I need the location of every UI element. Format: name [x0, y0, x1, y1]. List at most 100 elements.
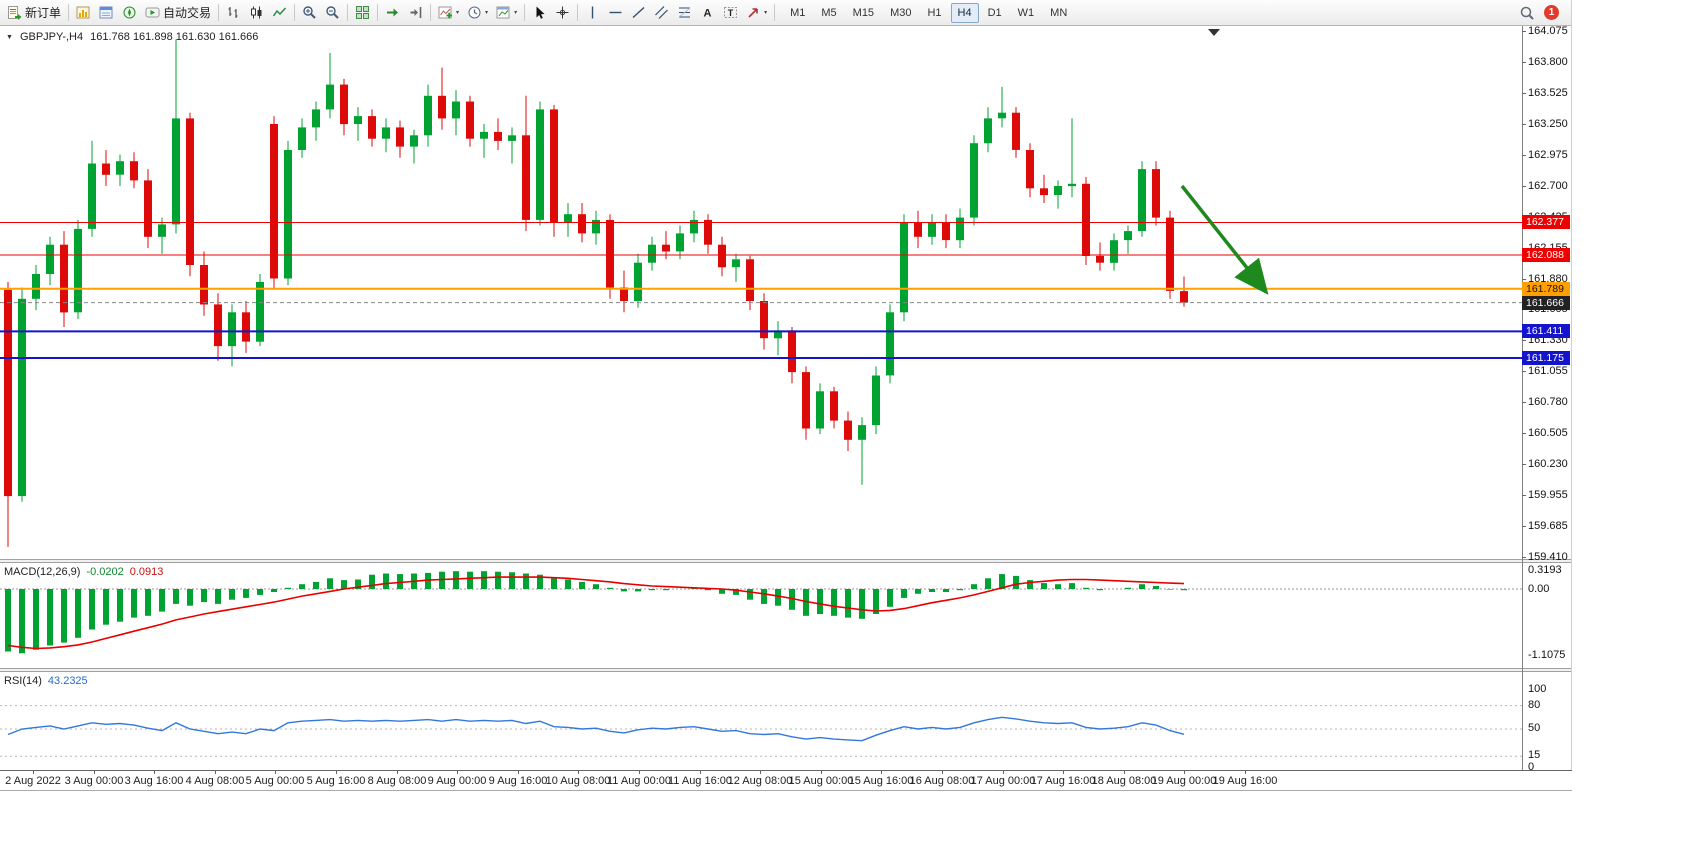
text-label-icon: T	[724, 7, 738, 18]
panel-separator[interactable]	[0, 559, 1572, 563]
time-axis-label: 12 Aug 08:00	[727, 775, 793, 787]
rsi-axis-label: 100	[1528, 683, 1547, 695]
price-axis-label: 159.685	[1528, 520, 1568, 532]
time-axis-tick	[1184, 771, 1185, 774]
price-axis-label: 164.075	[1528, 25, 1568, 37]
zoom-out-button[interactable]	[321, 2, 344, 23]
crosshair-button[interactable]	[551, 2, 574, 23]
timeframe-m1-button[interactable]: M1	[790, 6, 806, 19]
price-axis-tick	[1522, 340, 1526, 341]
market-watch-button[interactable]	[72, 2, 95, 23]
time-axis-label: 17 Aug 16:00	[1030, 775, 1096, 787]
tile-windows-icon	[356, 6, 370, 19]
macd-panel[interactable]	[0, 563, 1522, 668]
price-axis-tick	[1522, 371, 1526, 372]
auto-scroll-button[interactable]	[381, 2, 404, 23]
timeframe-m15-button[interactable]: M15	[852, 6, 875, 19]
timeframe-d1-button[interactable]: D1	[987, 6, 1002, 19]
price-line-tag[interactable]: 162.088	[1522, 248, 1570, 262]
time-scale[interactable]: 2 Aug 2022 3 Aug 00:00 3 Aug 16:00 4 Aug 08…	[0, 770, 1572, 791]
time-axis-label: 15 Aug 00:00	[788, 775, 854, 787]
time-axis-tick	[1124, 771, 1125, 774]
notification-badge[interactable]: 1	[1544, 5, 1559, 20]
timeframe-m5-button[interactable]: M5	[821, 6, 837, 19]
time-axis-label: 2 Aug 2022	[5, 775, 61, 787]
text-icon: A	[704, 8, 712, 20]
chart-shift-button[interactable]	[404, 2, 427, 23]
horizontal-line-tool-button[interactable]	[604, 2, 627, 23]
timeframe-mn-button[interactable]: MN	[1050, 6, 1068, 19]
time-axis-label: 4 Aug 08:00	[185, 775, 245, 787]
trendline-tool-button[interactable]	[627, 2, 650, 23]
price-axis-label: 162.975	[1528, 149, 1568, 161]
new-order-button[interactable]: 新订单	[3, 2, 65, 23]
toolbar-separator	[218, 4, 220, 21]
one-click-trading-toggle-icon[interactable]: ▼	[6, 33, 13, 41]
data-window-button[interactable]	[95, 2, 118, 23]
bar-chart-button[interactable]	[222, 2, 245, 23]
toolbar-separator	[68, 4, 70, 21]
price-axis-tick	[1522, 464, 1526, 465]
time-axis-label: 17 Aug 00:00	[970, 775, 1036, 787]
trend-arrow-annotation	[1180, 184, 1269, 295]
price-line-tag[interactable]: 161.411	[1522, 324, 1570, 338]
price-scale[interactable]: 164.075 163.800 163.525 163.250 162.975 162.7…	[1522, 0, 1571, 791]
price-line-tag[interactable]: 161.175	[1522, 351, 1570, 365]
time-axis-tick	[881, 771, 882, 774]
time-axis-tick	[336, 771, 337, 774]
periods-button[interactable]: ▾	[463, 2, 492, 23]
text-label-tool-button[interactable]: T	[719, 2, 742, 23]
templates-button[interactable]: ▾	[492, 2, 521, 23]
trendline-icon	[632, 6, 645, 19]
macd-axis-label: 0.00	[1528, 583, 1550, 595]
price-axis-tick	[1522, 186, 1526, 187]
macd-axis-label: -1.1075	[1528, 649, 1566, 661]
channel-tool-button[interactable]	[650, 2, 673, 23]
time-axis-tick	[154, 771, 155, 774]
price-axis-tick	[1522, 402, 1526, 403]
search-button[interactable]	[1515, 2, 1539, 23]
new-order-icon	[7, 5, 22, 20]
chart-shift-marker-icon	[1208, 29, 1220, 36]
autotrading-button[interactable]: 自动交易	[141, 2, 215, 23]
timeframe-h1-button[interactable]: H1	[927, 6, 942, 19]
bar-chart-icon	[228, 7, 238, 18]
price-axis-label: 160.505	[1528, 427, 1568, 439]
cursor-arrow-icon	[536, 6, 545, 19]
candlestick-chart-icon	[251, 6, 262, 19]
rsi-value: 43.2325	[47, 675, 88, 687]
toolbar-separator	[430, 4, 432, 21]
toolbar-separator	[774, 4, 776, 21]
price-axis-tick	[1522, 62, 1526, 63]
autotrading-label: 自动交易	[163, 6, 212, 20]
navigator-button[interactable]	[118, 2, 141, 23]
candlestick-chart-button[interactable]	[245, 2, 268, 23]
rsi-panel[interactable]	[0, 672, 1522, 770]
price-line-tag[interactable]: 161.666	[1522, 296, 1570, 310]
time-axis-label: 3 Aug 16:00	[124, 775, 184, 787]
time-axis-tick	[1063, 771, 1064, 774]
main-chart[interactable]	[0, 26, 1522, 559]
time-axis-tick	[457, 771, 458, 774]
cursor-button[interactable]	[528, 2, 551, 23]
price-line-tag[interactable]: 161.789	[1522, 282, 1570, 296]
time-axis-label: 11 Aug 00:00	[606, 775, 672, 787]
indicators-button[interactable]: ▾	[434, 2, 463, 23]
zoom-in-button[interactable]	[298, 2, 321, 23]
text-tool-button[interactable]: A	[696, 2, 719, 23]
time-axis-tick	[1003, 771, 1004, 774]
arrows-icon	[748, 8, 758, 18]
price-line-tag[interactable]: 162.377	[1522, 215, 1570, 229]
tile-windows-button[interactable]	[351, 2, 374, 23]
timeframe-m30-button[interactable]: M30	[890, 6, 912, 19]
panel-separator[interactable]	[0, 668, 1572, 672]
vertical-line-tool-button[interactable]	[581, 2, 604, 23]
rsi-axis-label: 80	[1528, 699, 1541, 711]
arrows-tool-button[interactable]: ▾	[742, 2, 771, 23]
navigator-icon	[123, 6, 136, 19]
fibonacci-tool-button[interactable]	[673, 2, 696, 23]
timeframe-group: M1 M5 M15 M30 H1 H4 D1 W1 MN	[782, 2, 1075, 23]
timeframe-w1-button[interactable]: W1	[1017, 6, 1035, 19]
timeframe-h4-button[interactable]: H4	[950, 2, 979, 23]
line-chart-button[interactable]	[268, 2, 291, 23]
